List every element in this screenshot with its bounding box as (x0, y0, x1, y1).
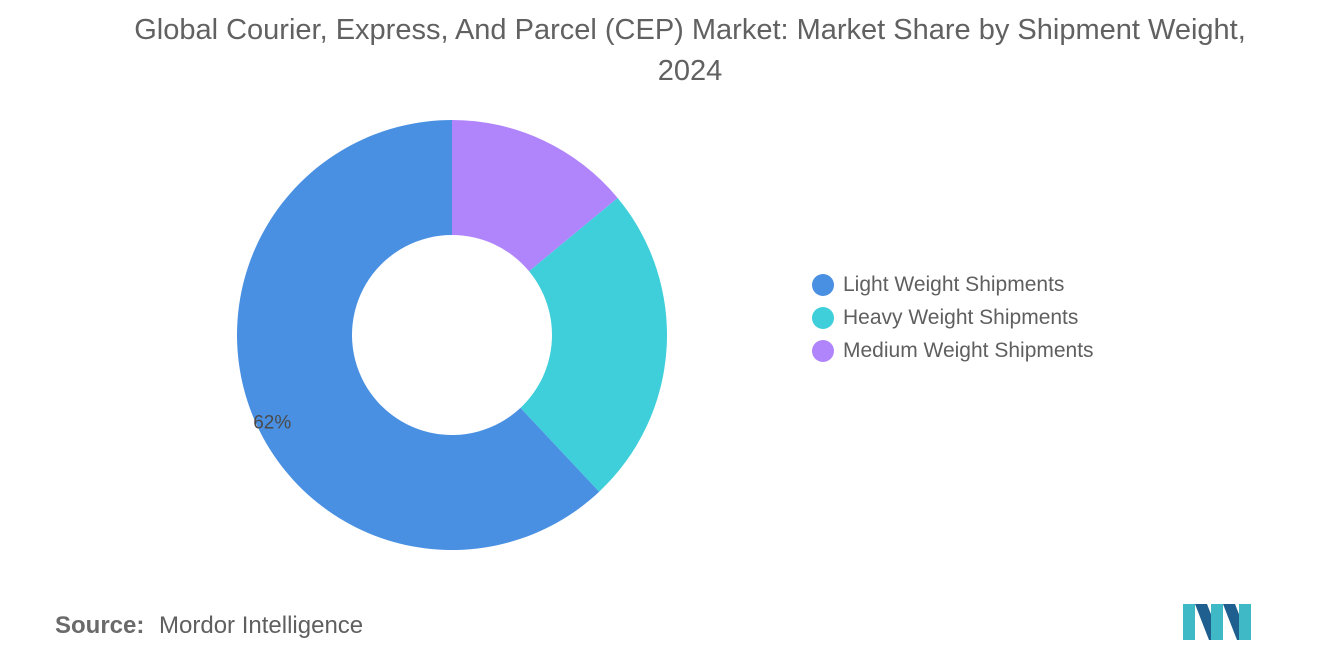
legend-item-medium-weight-shipments: Medium Weight Shipments (812, 334, 1094, 367)
chart-legend: Light Weight Shipments Heavy Weight Shipm… (812, 268, 1094, 367)
legend-label: Light Weight Shipments (843, 272, 1065, 296)
slice-heavy-weight-shipments (520, 197, 667, 492)
source-note: Source: Mordor Intelligence (55, 612, 363, 640)
slice-medium-weight-shipments (452, 120, 618, 272)
legend-item-light-weight-shipments: Light Weight Shipments (812, 268, 1094, 301)
legend-label: Heavy Weight Shipments (843, 305, 1079, 329)
legend-swatch (812, 339, 834, 362)
legend-swatch (812, 306, 834, 329)
mordor-intelligence-logo-icon (1183, 604, 1251, 640)
legend-swatch (812, 273, 834, 296)
slice-light-weight-shipments (236, 120, 600, 550)
data-label-light-weight-shipments: 62% (253, 413, 291, 434)
chart-title: Global Courier, Express, And Parcel (CEP… (134, 14, 1246, 87)
legend-label: Medium Weight Shipments (843, 338, 1094, 362)
source-value: Mordor Intelligence (159, 612, 364, 639)
legend-item-heavy-weight-shipments: Heavy Weight Shipments (812, 301, 1094, 334)
source-label: Source: (55, 612, 145, 639)
